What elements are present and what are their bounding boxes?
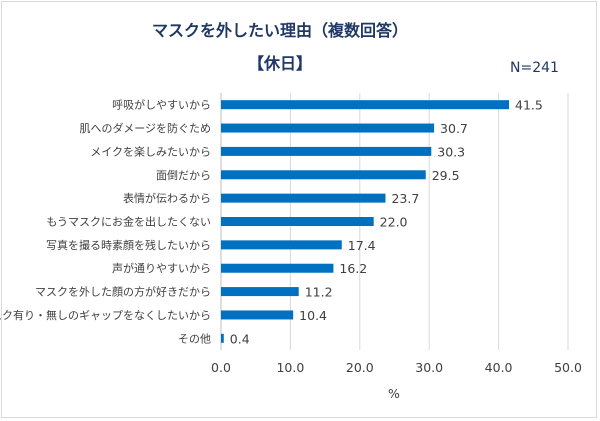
value-label: 0.4 [230, 331, 250, 346]
bar [221, 240, 342, 250]
x-tick-label: 10.0 [276, 360, 304, 375]
bar [221, 287, 299, 297]
category-label: マスクを外した顔の方が好きだから [35, 285, 211, 299]
sample-size: N=241 [510, 60, 559, 76]
value-label: 11.2 [305, 285, 333, 300]
bar [221, 146, 432, 156]
value-label: 23.7 [391, 191, 419, 206]
value-label: 30.3 [437, 144, 465, 159]
bar [221, 123, 435, 133]
x-tick-label: 40.0 [485, 360, 513, 375]
value-label: 30.7 [440, 121, 468, 136]
value-label: 16.2 [339, 261, 367, 276]
bar [221, 263, 334, 273]
category-label: マスク有り・無しのギャップをなくしたいから [0, 308, 211, 322]
bar [221, 333, 224, 343]
value-label: 29.5 [432, 168, 460, 183]
value-label: 10.4 [299, 308, 327, 323]
category-label: 呼吸がしやすいから [112, 98, 211, 112]
value-label: 22.0 [380, 215, 408, 230]
bar [221, 193, 386, 203]
category-label: その他 [178, 332, 211, 345]
bar [221, 217, 374, 226]
bar [221, 100, 510, 110]
category-label: 声が通りやすいから [112, 261, 211, 275]
value-label: 41.5 [515, 98, 543, 113]
category-label: メイクを楽しみたいから [90, 145, 211, 158]
x-tick-label: 50.0 [554, 360, 582, 375]
category-label: もうマスクにお金を出したくない [46, 215, 211, 229]
category-label: 肌へのダメージを防ぐため [80, 121, 211, 135]
category-label: 写真を撮る時素顔を残したいから [46, 238, 211, 252]
category-label: 表情が伝わるから [123, 191, 211, 205]
bar [221, 310, 294, 320]
bar [221, 170, 426, 180]
chart-title: マスクを外したい理由（複数回答） [151, 21, 408, 40]
category-label: 面倒だから [156, 169, 211, 182]
x-tick-label: 20.0 [346, 360, 374, 375]
chart-subtitle: 【休日】 [247, 54, 312, 73]
x-axis-label: % [388, 386, 400, 401]
value-label: 17.4 [348, 238, 376, 253]
x-tick-label: 0.0 [211, 360, 231, 375]
x-tick-label: 30.0 [415, 360, 443, 375]
